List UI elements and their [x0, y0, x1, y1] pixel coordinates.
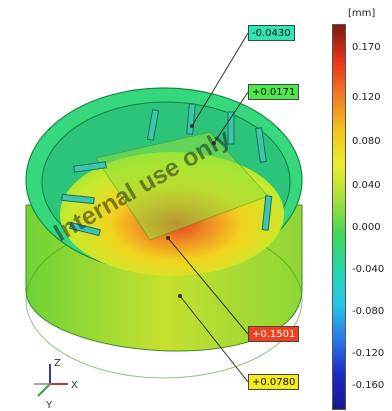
axis-label-x: X — [71, 380, 78, 391]
axis-triad: Z X Y — [34, 358, 78, 410]
scale-tick-label: 0.080 — [352, 136, 381, 147]
scale-tick-label: -0.160 — [352, 380, 385, 391]
annotation-label-4[interactable]: +0.0780 — [248, 374, 300, 390]
scale-tick-label: 0.040 — [352, 180, 381, 191]
axis-label-y: Y — [45, 400, 53, 410]
probe-point-4 — [178, 294, 182, 298]
axis-label-z: Z — [54, 358, 61, 369]
axis-y-line — [37, 383, 51, 397]
scale-tick-label: 0.170 — [352, 42, 381, 53]
leader-line-1 — [191, 32, 249, 127]
scale-tick-label: 0.120 — [352, 92, 381, 103]
scale-unit-label: [mm] — [348, 8, 376, 19]
scale-tick-label: -0.040 — [352, 264, 385, 275]
leader-line-4 — [179, 295, 249, 383]
color-scale-bar — [332, 24, 346, 410]
leader-line-3 — [167, 237, 249, 335]
probe-point-3 — [166, 236, 170, 240]
part-ribs — [61, 103, 273, 237]
scale-tick-label: -0.080 — [352, 306, 385, 317]
annotation-label-2[interactable]: +0.0171 — [248, 84, 300, 100]
scale-tick-label: 0.000 — [352, 222, 381, 233]
scale-tick-label: -0.120 — [352, 348, 385, 359]
annotation-label-3[interactable]: +0.1501 — [248, 326, 300, 342]
leader-line-2 — [213, 91, 249, 144]
annotation-label-1[interactable]: -0.0430 — [248, 25, 295, 41]
probe-point-2 — [212, 141, 216, 145]
probe-point-1 — [190, 124, 194, 128]
